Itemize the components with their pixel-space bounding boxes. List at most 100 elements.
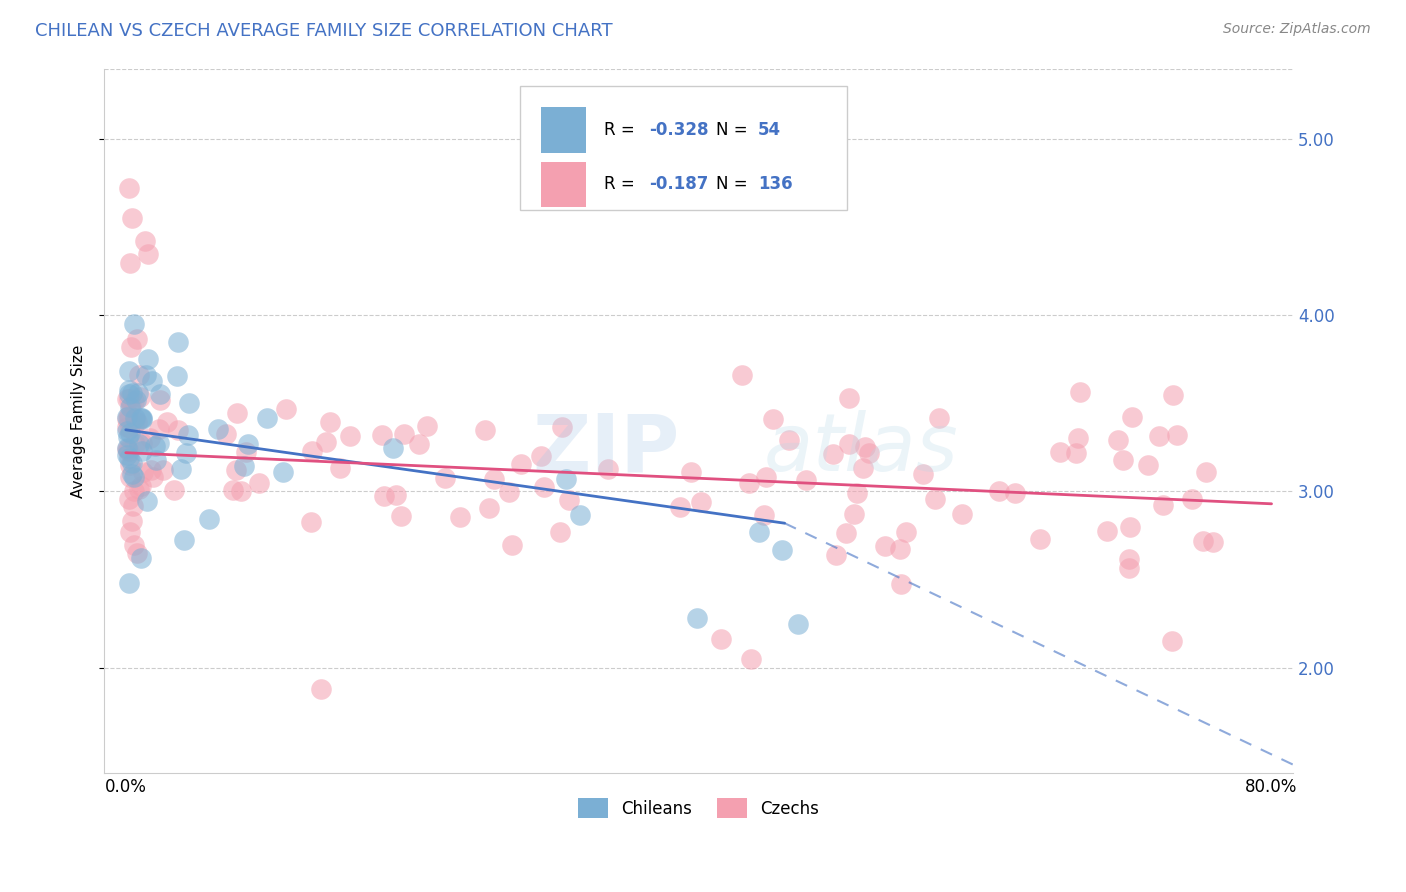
- Point: [207, 422, 229, 436]
- Point: [122, 417, 145, 432]
- Point: [118, 576, 141, 591]
- Point: [115, 441, 138, 455]
- Point: [501, 538, 523, 552]
- Point: [530, 449, 553, 463]
- Point: [118, 443, 141, 458]
- Point: [215, 427, 238, 442]
- Point: [329, 461, 352, 475]
- Point: [1112, 453, 1135, 467]
- Point: [121, 385, 143, 400]
- Point: [770, 543, 793, 558]
- Point: [533, 480, 555, 494]
- Point: [115, 425, 138, 439]
- Text: N =: N =: [717, 176, 754, 194]
- Point: [142, 470, 165, 484]
- Point: [301, 444, 323, 458]
- Point: [148, 436, 170, 450]
- Point: [894, 524, 917, 539]
- Point: [1049, 445, 1071, 459]
- Point: [117, 442, 139, 457]
- Point: [118, 492, 141, 507]
- Point: [120, 420, 142, 434]
- Point: [371, 428, 394, 442]
- Point: [127, 415, 149, 429]
- Point: [381, 441, 404, 455]
- Point: [1069, 384, 1091, 399]
- Point: [416, 419, 439, 434]
- Point: [167, 423, 190, 437]
- Text: N =: N =: [717, 121, 754, 139]
- Point: [118, 384, 141, 398]
- Point: [138, 246, 160, 260]
- Point: [568, 508, 591, 522]
- Point: [823, 447, 845, 461]
- Point: [389, 508, 412, 523]
- Point: [482, 472, 505, 486]
- FancyBboxPatch shape: [540, 161, 586, 207]
- Point: [558, 493, 581, 508]
- Point: [115, 412, 138, 426]
- Point: [474, 423, 496, 437]
- Point: [166, 369, 188, 384]
- Point: [740, 652, 762, 666]
- Point: [598, 462, 620, 476]
- Point: [834, 526, 856, 541]
- Point: [121, 211, 143, 226]
- Point: [173, 533, 195, 547]
- Text: R =: R =: [603, 176, 640, 194]
- Point: [118, 409, 141, 423]
- Point: [408, 437, 430, 451]
- Point: [122, 317, 145, 331]
- Point: [132, 466, 155, 480]
- Point: [125, 392, 148, 407]
- Point: [987, 484, 1010, 499]
- Text: 136: 136: [758, 176, 793, 194]
- Point: [226, 406, 249, 420]
- Point: [163, 483, 186, 498]
- Point: [1029, 533, 1052, 547]
- Point: [778, 433, 800, 447]
- Point: [315, 434, 337, 449]
- Point: [166, 334, 188, 349]
- Point: [1149, 429, 1171, 443]
- Point: [373, 490, 395, 504]
- Point: [152, 463, 174, 477]
- Point: [134, 234, 156, 248]
- Point: [1121, 410, 1143, 425]
- Point: [889, 542, 911, 557]
- Point: [229, 484, 252, 499]
- Point: [179, 396, 201, 410]
- Point: [222, 483, 245, 497]
- Point: [392, 427, 415, 442]
- Point: [928, 410, 950, 425]
- Point: [131, 411, 153, 425]
- Point: [118, 426, 141, 441]
- Point: [128, 483, 150, 497]
- Point: [1119, 520, 1142, 534]
- Point: [118, 387, 141, 401]
- Point: [134, 368, 156, 383]
- Point: [748, 525, 770, 540]
- Point: [498, 484, 520, 499]
- Point: [235, 445, 257, 459]
- Point: [309, 681, 332, 696]
- Point: [125, 332, 148, 346]
- Legend: Chileans, Czechs: Chileans, Czechs: [571, 791, 827, 825]
- Point: [842, 508, 865, 522]
- Point: [118, 400, 141, 414]
- Point: [149, 386, 172, 401]
- Point: [115, 442, 138, 456]
- Point: [127, 546, 149, 560]
- Point: [1095, 524, 1118, 539]
- Point: [1161, 634, 1184, 648]
- Point: [129, 411, 152, 425]
- Point: [124, 437, 146, 451]
- Point: [1181, 492, 1204, 507]
- Point: [274, 401, 297, 416]
- Point: [873, 539, 896, 553]
- Point: [139, 431, 162, 445]
- Point: [236, 436, 259, 450]
- Point: [762, 411, 785, 425]
- Point: [131, 411, 153, 425]
- Point: [273, 465, 295, 479]
